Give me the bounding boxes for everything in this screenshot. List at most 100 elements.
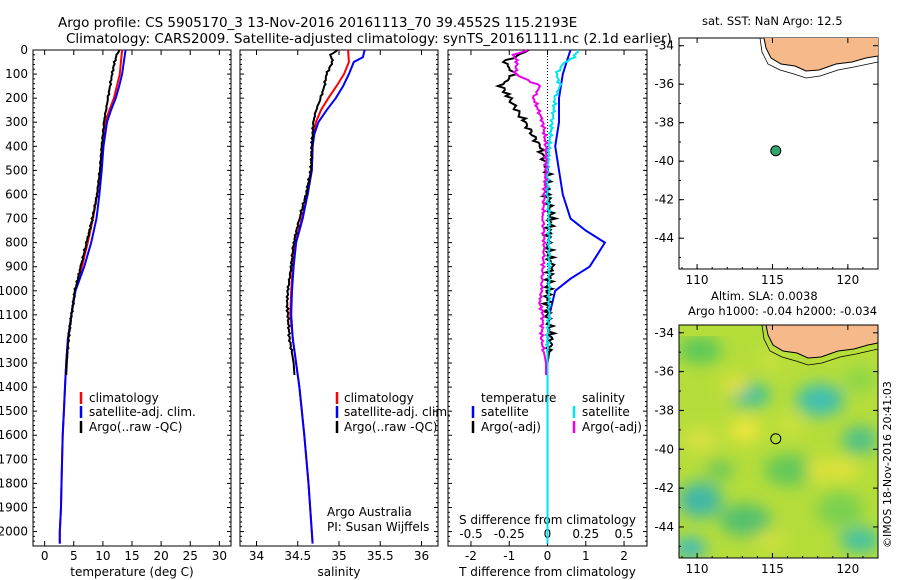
x-tick-label: 15 (124, 549, 139, 563)
sla-anomaly-patch (679, 336, 722, 364)
sla-anomaly-patch (844, 368, 876, 392)
depth-tick-label: 300 (5, 115, 28, 129)
temperature-axes: 0 5 10 15 20 25 30 temperature (deg C) 0 100 200 30… (0, 43, 231, 579)
x-tick-label: 20 (153, 549, 168, 563)
coastline-land-fill (764, 38, 878, 71)
salinity-satellite-diff-line (544, 49, 580, 544)
x-tick-label: 0 (544, 549, 552, 563)
x-tick-label: 5 (70, 549, 78, 563)
depth-tick-label: 1600 (0, 428, 28, 442)
lon-tick-label: 115 (761, 273, 784, 287)
salinity-legend: climatology satellite-adj. clim. Argo(..… (335, 391, 451, 434)
sla-anomaly-patch (679, 538, 706, 558)
sla-anomaly-patch (729, 418, 761, 442)
lat-tick-label: -42 (654, 193, 674, 207)
legend-temp-satellite-label: satellite (481, 405, 529, 419)
difference-temperature-legend: temperature satellite Argo(-adj) (471, 391, 556, 434)
legend-sal-satellite-label: satellite (582, 405, 630, 419)
sla-anomaly-patch (682, 428, 718, 452)
x-tick-label: 35.5 (367, 549, 394, 563)
legend-argo-label: Argo(..raw -QC) (89, 420, 182, 434)
depth-tick-label: 500 (5, 163, 28, 177)
profile-line-argo-raw-qc- (285, 49, 338, 376)
legend-satellite-label: satellite-adj. clim. (344, 405, 451, 419)
salinity-panel-frame (239, 49, 439, 547)
profile-line-satellite-adj-clim- (290, 49, 366, 544)
depth-tick-label: 1100 (0, 308, 28, 322)
sla-map-title-line1: Altim. SLA: 0.0038 (711, 289, 818, 303)
profile-line-argo-raw-qc- (65, 49, 121, 376)
depth-tick-label: 600 (5, 187, 28, 201)
sla-anomaly-patch (840, 528, 878, 552)
sla-heatmap (679, 325, 878, 558)
sla-anomaly-patch (756, 530, 784, 550)
depth-tick-label: 200 (5, 91, 28, 105)
depth-tick-label: 1300 (0, 356, 28, 370)
sla-map-title-line2: Argo h1000: -0.04 h2000: -0.034 (688, 304, 877, 318)
lat-tick-label: -40 (654, 442, 674, 456)
difference-salinity-legend: salinity satellite Argo(-adj) (572, 391, 642, 434)
float-position-marker (770, 433, 782, 445)
sla-anomaly-patch (842, 426, 878, 454)
depth-tick-label: 2000 (0, 525, 28, 539)
institution-note: Argo Australia (327, 505, 412, 519)
x-axis-label: salinity (317, 565, 360, 579)
lat-tick-label: -42 (654, 481, 674, 495)
bathymetry-contour (761, 325, 878, 366)
x-tick-label: 0 (41, 549, 49, 563)
profile-line-climatology (58, 49, 124, 544)
depth-tick-label: 1800 (0, 476, 28, 490)
sla-anomaly-patch (833, 462, 857, 478)
depth-tick-label: 1900 (0, 500, 28, 514)
lat-tick-label: -36 (654, 365, 674, 379)
sla-anomaly-patch (679, 482, 722, 518)
float-position-marker (770, 145, 782, 157)
depth-tick-label: 900 (5, 260, 28, 274)
profile-line-climatology (289, 49, 350, 544)
sla-map-axes: 110 115 120 -34 -36 -38 -40 -42 -44 (654, 325, 879, 576)
legend-sal-argo-label: Argo(-adj) (582, 420, 642, 434)
coastline (763, 38, 878, 72)
sla-anomaly-patch (806, 460, 834, 480)
sla-anomaly-patch (816, 492, 864, 528)
pi-note: PI: Susan Wijffels (327, 520, 429, 534)
x-tick-label: 30 (212, 549, 227, 563)
lat-tick-label: -44 (654, 520, 674, 534)
legend-climatology-label: climatology (89, 391, 159, 405)
lon-tick-label: 115 (761, 562, 784, 576)
temperature-legend: climatology satellite-adj. clim. Argo(..… (79, 391, 196, 434)
x-tick-label: 35 (331, 549, 346, 563)
depth-tick-label: 1500 (0, 404, 28, 418)
legend-temperature-title: temperature (481, 391, 556, 405)
x-tick-label: 25 (183, 549, 198, 563)
header-line2: Climatology: CARS2009. Satellite-adjuste… (66, 31, 672, 47)
legend-temp-argo-label: Argo(-adj) (481, 420, 541, 434)
depth-tick-label: 1400 (0, 380, 28, 394)
sla-anomaly-patch (723, 375, 747, 395)
sla-map-frame (678, 324, 879, 559)
salinity-diff-tick-label: 0.5 (614, 527, 633, 541)
lon-tick-label: 110 (686, 273, 709, 287)
depth-tick-label: 800 (5, 236, 28, 250)
x-tick-label: 34.5 (284, 549, 311, 563)
depth-tick-label: 0 (20, 43, 28, 57)
salinity-diff-tick-label: 0.25 (572, 527, 599, 541)
x-tick-label: 2 (620, 549, 628, 563)
sst-map-title: sat. SST: NaN Argo: 12.5 (702, 14, 843, 28)
lat-tick-label: -40 (654, 154, 674, 168)
x-tick-label: -2 (465, 549, 477, 563)
lat-tick-label: -38 (654, 116, 674, 130)
salinity-axes: 34 34.5 35 35.5 36 salinity (240, 49, 438, 579)
sst-map-land (759, 38, 878, 79)
coastline (765, 325, 878, 359)
depth-tick-label: 1000 (0, 284, 28, 298)
salinity-argo-diff-line (511, 49, 549, 375)
lat-tick-label: -36 (654, 77, 674, 91)
lat-tick-label: -34 (654, 39, 674, 53)
lat-tick-label: -38 (654, 403, 674, 417)
temperature-satellite-diff-line (546, 49, 607, 544)
sla-field-anomalies (679, 336, 878, 558)
lon-tick-label: 120 (836, 273, 859, 287)
header-line1: Argo profile: CS 5905170_3 13-Nov-2016 2… (58, 15, 577, 31)
